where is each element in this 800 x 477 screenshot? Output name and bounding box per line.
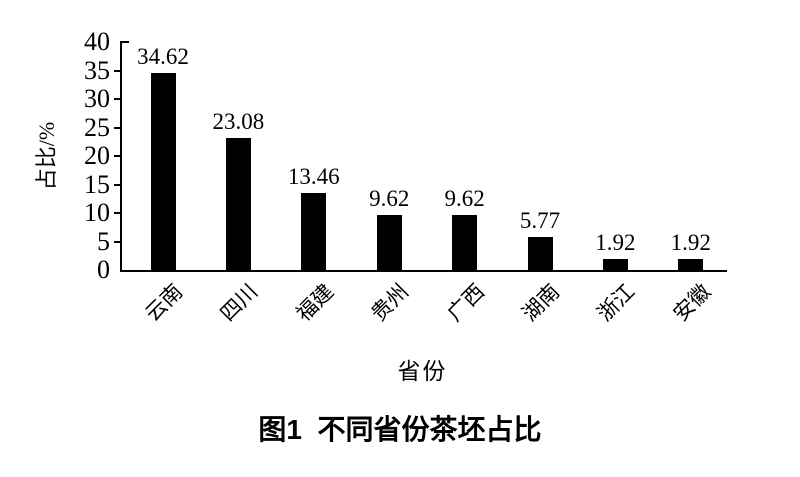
plot-area: 0 5 10 15 20 25 30 35 40 34.62 云南 23.08 四川 13.46 福建 9.6…	[84, 29, 727, 326]
bar-value-label: 9.62	[444, 186, 485, 212]
bar-value-label: 34.62	[137, 43, 189, 69]
y-axis-title: 占比/%	[34, 121, 59, 191]
bar-value-label: 1.92	[670, 230, 711, 256]
y-axis-tick	[114, 98, 122, 100]
y-axis-tick-label: 20	[84, 141, 110, 170]
y-axis-tick	[114, 183, 122, 186]
bar-value-label: 5.77	[519, 208, 561, 234]
bar-福建	[301, 193, 327, 270]
y-axis-tick-label: 30	[84, 84, 110, 113]
figure-caption: 图1 不同省份茶坯占比	[258, 414, 542, 445]
bar-浙江	[602, 259, 628, 270]
bar-value-label: 9.62	[369, 186, 410, 212]
x-axis-title: 省份	[397, 359, 448, 384]
bar-安徽	[678, 259, 704, 270]
bar-广西	[452, 215, 478, 270]
y-axis-tick	[114, 212, 122, 214]
y-axis-tick	[114, 69, 122, 72]
y-axis-tick	[114, 240, 122, 243]
bar-湖南	[527, 237, 553, 270]
y-axis-tick-label: 35	[84, 55, 110, 85]
y-axis-tick-label: 10	[84, 198, 110, 227]
bar-value-label: 1.92	[595, 230, 636, 256]
y-axis-tick	[114, 155, 122, 157]
y-axis-tick-label: 5	[97, 226, 110, 256]
y-axis-top-cap	[120, 41, 129, 43]
bar-贵州	[376, 215, 402, 270]
bar-四川	[225, 138, 251, 270]
y-axis-tick-label: 15	[84, 169, 110, 199]
bar-value-label: 13.46	[287, 164, 340, 190]
y-axis-tick-label: 0	[97, 255, 110, 284]
y-axis-tick-label: 40	[84, 27, 110, 56]
bar-云南	[150, 72, 176, 270]
y-axis-tick	[114, 126, 122, 129]
y-axis-tick-label: 25	[84, 112, 110, 142]
bar-value-label: 23.08	[212, 109, 265, 135]
